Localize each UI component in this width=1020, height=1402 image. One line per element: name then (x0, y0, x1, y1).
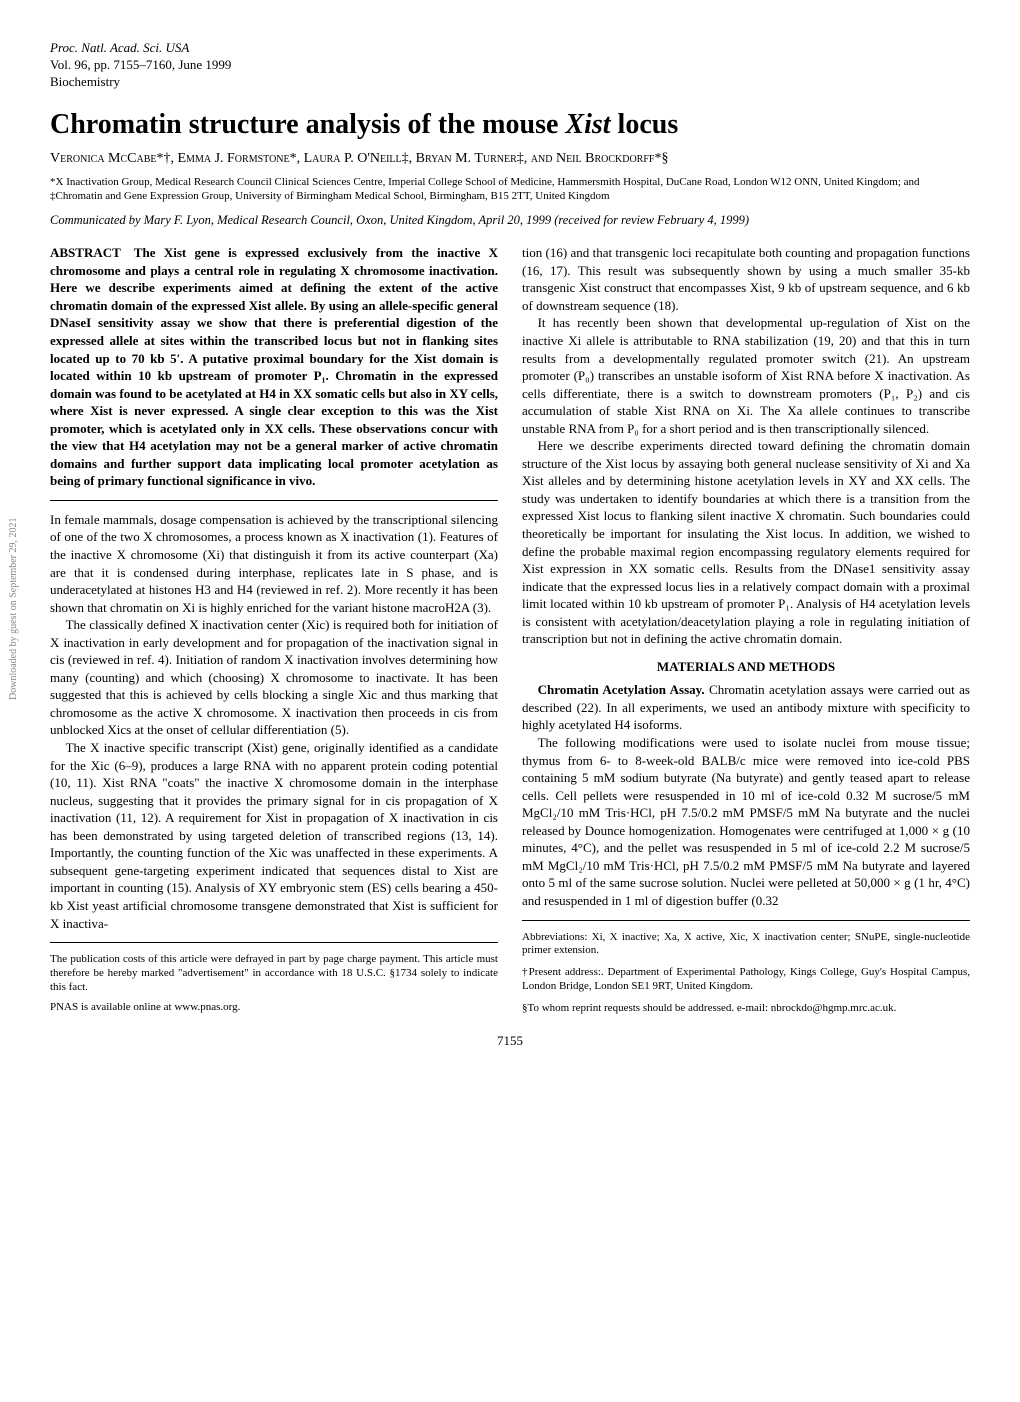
methods-header: MATERIALS AND METHODS (522, 658, 970, 676)
footnote-separator (50, 942, 498, 943)
page-container: Proc. Natl. Acad. Sci. USA Vol. 96, pp. … (0, 0, 1020, 1089)
communicated-by: Communicated by Mary F. Lyon, Medical Re… (50, 213, 970, 228)
body-para-5: It has recently been shown that developm… (522, 314, 970, 437)
journal-name: Proc. Natl. Acad. Sci. USA (50, 40, 970, 57)
download-note: Downloaded by guest on September 29, 202… (8, 518, 19, 700)
body-para-3: The X inactive specific transcript (Xist… (50, 739, 498, 932)
title-pre: Chromatin structure analysis of the mous… (50, 109, 565, 140)
right-footnote-separator (522, 920, 970, 921)
body-para-4: tion (16) and that transgenic loci recap… (522, 244, 970, 314)
pnas-online: PNAS is available online at www.pnas.org… (50, 1000, 498, 1015)
affiliations: *X Inactivation Group, Medical Research … (50, 175, 970, 204)
body-para-1: In female mammals, dosage compensation i… (50, 511, 498, 616)
section-note: §To whom reprint requests should be addr… (522, 1002, 970, 1016)
title-post: locus (611, 109, 679, 140)
left-column: ABSTRACT The Xist gene is expressed excl… (50, 244, 498, 1015)
authors: Veronica McCabe*†, Emma J. Formstone*, L… (50, 151, 970, 167)
methods-para-1: Chromatin Acetylation Assay. Chromatin a… (522, 681, 970, 734)
dagger-note: †Present address:. Department of Experim… (522, 966, 970, 994)
abstract-label: ABSTRACT (50, 245, 121, 260)
journal-header: Proc. Natl. Acad. Sci. USA Vol. 96, pp. … (50, 40, 970, 91)
abstract-text: The Xist gene is expressed exclusively f… (50, 245, 498, 488)
abbreviations-note: Abbreviations: Xi, X inactive; Xa, X act… (522, 931, 970, 959)
publication-costs: The publication costs of this article we… (50, 953, 498, 994)
title-italic: Xist (565, 109, 610, 140)
journal-category: Biochemistry (50, 74, 970, 91)
body-para-6: Here we describe experiments directed to… (522, 437, 970, 648)
body-para-2: The classically defined X inactivation c… (50, 616, 498, 739)
two-column-layout: ABSTRACT The Xist gene is expressed excl… (50, 244, 970, 1015)
article-title: Chromatin structure analysis of the mous… (50, 109, 970, 141)
journal-volume: Vol. 96, pp. 7155–7160, June 1999 (50, 57, 970, 74)
right-column: tion (16) and that transgenic loci recap… (522, 244, 970, 1015)
methods-para-2: The following modifications were used to… (522, 734, 970, 909)
abstract-block: ABSTRACT The Xist gene is expressed excl… (50, 244, 498, 490)
separator-line (50, 500, 498, 501)
abstract-gap (121, 245, 134, 260)
page-number: 7155 (50, 1033, 970, 1049)
methods-intro-bold: Chromatin Acetylation Assay. (538, 682, 705, 697)
